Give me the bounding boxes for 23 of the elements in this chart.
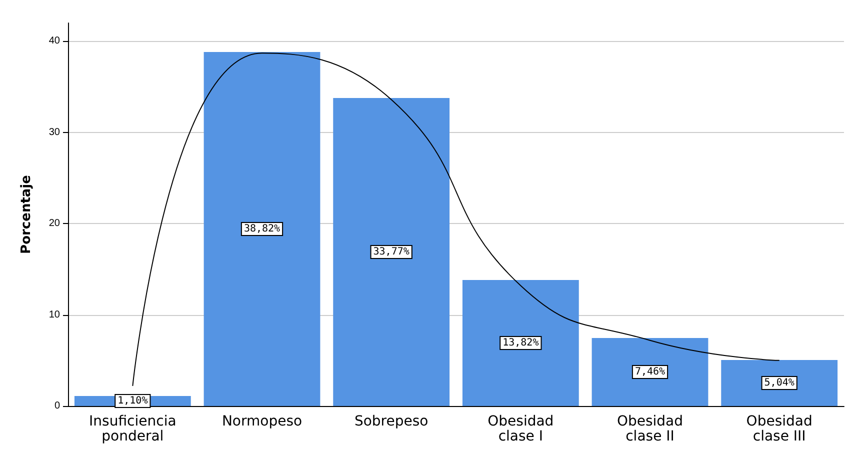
bar <box>462 280 579 406</box>
x-tick-label: Normopeso <box>222 414 302 430</box>
y-tick-label: 20 <box>48 218 60 230</box>
data-label: 1,10% <box>118 395 148 406</box>
data-label: 7,46% <box>634 366 666 378</box>
bar <box>333 98 450 406</box>
y-axis-title: Porcentaje <box>19 174 34 254</box>
y-tick-label: 10 <box>48 309 60 320</box>
bar <box>721 360 838 406</box>
x-tick-label: Obesidad clase III <box>746 414 812 444</box>
bar <box>204 52 320 406</box>
bar <box>592 338 708 406</box>
x-tick-label: Obesidad clase I <box>488 414 554 444</box>
x-tick-label: Sobrepeso <box>354 414 428 430</box>
data-label: 5,04% <box>764 378 794 389</box>
data-label: 13,82% <box>502 337 539 348</box>
y-tick-label: 40 <box>48 36 60 47</box>
y-tick-label: 30 <box>48 126 60 138</box>
x-tick-label: Obesidad clase II <box>616 414 684 444</box>
x-tick-label: Insuficiencia ponderal <box>89 414 176 444</box>
y-tick-label: 0 <box>54 400 60 412</box>
data-label: 33,77% <box>373 246 410 258</box>
data-label: 38,82% <box>244 224 280 234</box>
